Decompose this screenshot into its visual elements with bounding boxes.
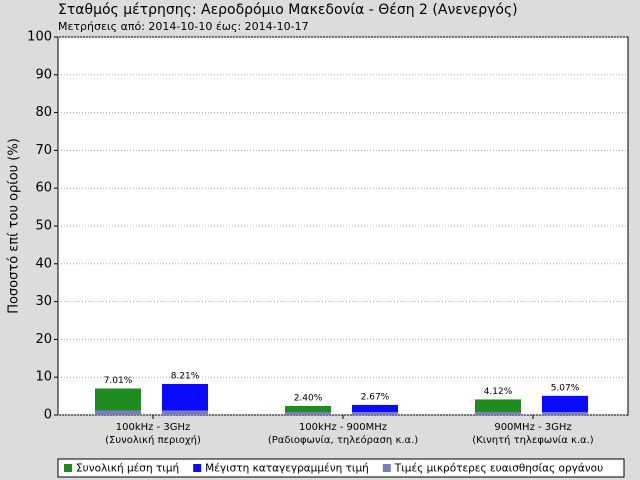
chart-subtitle: Μετρήσεις από: 2014-10-10 έως: 2014-10-1…	[58, 20, 309, 33]
x-tick-label: 100kHz - 900MHz	[299, 422, 387, 433]
y-tick-label: 100	[27, 30, 52, 45]
bar	[162, 383, 208, 415]
y-axis-label: Ποσοστό επί του ορίου (%)	[7, 138, 22, 314]
legend-swatch	[193, 464, 202, 472]
x-tick-label: (Κινητή τηλεφωνία κ.α.)	[472, 434, 594, 446]
y-tick-label: 30	[35, 294, 52, 309]
bar	[475, 411, 521, 415]
y-tick-label: 0	[44, 408, 52, 423]
y-tick-label: 80	[35, 105, 52, 120]
legend-label: Μέγιστη καταγεγραμμένη τιμή	[205, 463, 369, 475]
value-label: 2.67%	[361, 392, 390, 402]
y-tick-label: 50	[35, 219, 52, 234]
bar	[285, 405, 331, 415]
bar	[475, 399, 521, 415]
value-label: 8.21%	[171, 371, 200, 381]
legend-label: Συνολική μέση τιμή	[76, 463, 179, 475]
y-tick-label: 70	[35, 143, 52, 158]
legend	[57, 458, 625, 478]
value-label: 2.40%	[294, 393, 323, 403]
y-tick-label: 10	[35, 370, 52, 385]
bar	[285, 411, 331, 415]
y-tick-label: 90	[35, 67, 52, 82]
value-label: 4.12%	[484, 387, 513, 397]
x-tick-label: (Συνολική περιοχή)	[105, 434, 201, 446]
legend-swatch	[382, 464, 391, 472]
bar	[542, 411, 588, 415]
value-label: 5.07%	[551, 383, 580, 393]
x-tick-label: 100kHz - 3GHz	[116, 422, 191, 433]
bar	[352, 411, 398, 415]
x-tick-label: (Ραδιοφωνία, τηλεόραση κ.α.)	[268, 434, 418, 446]
chart-title: Σταθμός μέτρησης: Αεροδρόμιο Μακεδονία -…	[58, 2, 518, 18]
value-label: 7.01%	[104, 376, 133, 386]
legend-swatch	[64, 464, 72, 472]
y-tick-label: 20	[35, 332, 52, 347]
y-tick-label: 40	[35, 256, 52, 271]
x-tick-label: 900MHz - 3GHz	[494, 422, 571, 433]
bar	[352, 404, 398, 415]
y-tick-label: 60	[35, 181, 52, 196]
bar	[162, 410, 208, 415]
bar	[95, 410, 141, 415]
bar	[542, 395, 588, 415]
legend-label: Τιμές μικρότερες ευαισθησίας οργάνου	[394, 463, 603, 475]
